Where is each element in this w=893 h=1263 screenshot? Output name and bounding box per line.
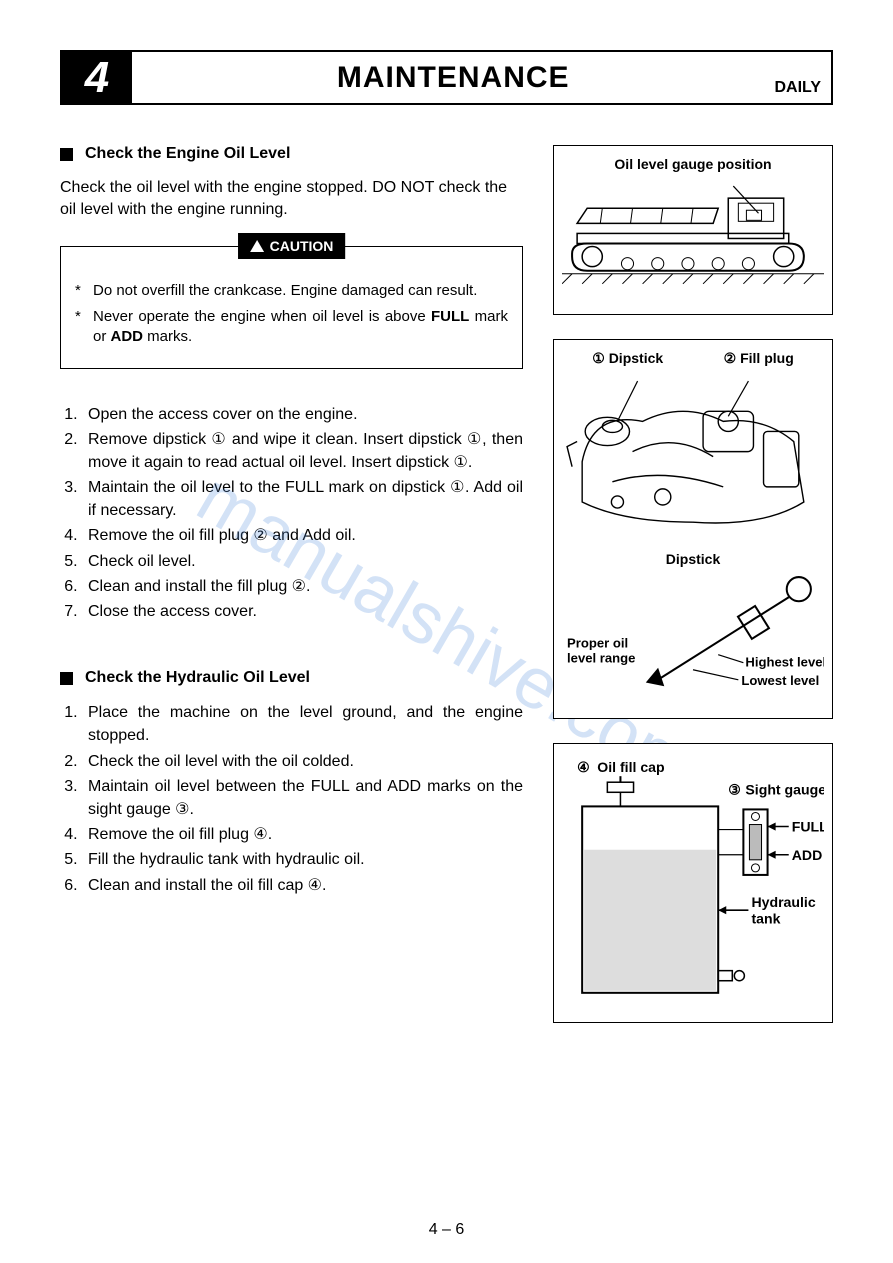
- figure-label: ② Fill plug: [724, 350, 794, 367]
- dipstick-diagram: Proper oil level range Highest level Low…: [562, 569, 824, 700]
- figure-hydraulic-tank: ④ Oil fill cap ③ Sight gauge: [553, 743, 833, 1023]
- step-item: Open the access cover on the engine.: [82, 403, 523, 426]
- steps-list: Place the machine on the level ground, a…: [60, 701, 523, 897]
- step-item: Remove the oil fill plug ④.: [82, 823, 523, 846]
- step-item: Check oil level.: [82, 550, 523, 573]
- caution-item: Never operate the engine when oil level …: [75, 307, 508, 348]
- figure-text: Highest level: [745, 655, 824, 670]
- section-title-text: Check the Hydraulic Oil Level: [85, 669, 310, 687]
- figure-text: Proper oil: [567, 636, 628, 651]
- figure-label: Oil level gauge position: [562, 156, 824, 172]
- caution-label: CAUTION: [238, 233, 346, 259]
- page-title: MAINTENANCE: [132, 52, 774, 103]
- svg-text:④: ④: [577, 759, 590, 775]
- steps-list: Open the access cover on the engine. Rem…: [60, 403, 523, 624]
- step-item: Remove the oil fill plug ② and Add oil.: [82, 524, 523, 547]
- section-heading: Check the Engine Oil Level: [60, 145, 523, 163]
- svg-text:Oil fill cap: Oil fill cap: [597, 759, 665, 775]
- svg-text:③: ③: [728, 781, 741, 797]
- step-item: Close the access cover.: [82, 600, 523, 623]
- step-item: Maintain oil level between the FULL and …: [82, 775, 523, 821]
- bullet-icon: [60, 148, 73, 161]
- intro-paragraph: Check the oil level with the engine stop…: [60, 177, 523, 222]
- caution-box: CAUTION Do not overfill the crankcase. E…: [60, 246, 523, 369]
- caution-label-text: CAUTION: [270, 238, 334, 254]
- chapter-number: 4: [62, 52, 132, 103]
- page-subtitle: DAILY: [774, 52, 831, 103]
- caution-item: Do not overfill the crankcase. Engine da…: [75, 281, 508, 301]
- step-item: Maintain the oil level to the FULL mark …: [82, 476, 523, 522]
- bullet-icon: [60, 672, 73, 685]
- engine-diagram: [562, 371, 824, 542]
- figure-label: Dipstick: [562, 551, 824, 567]
- figure-oil-gauge-position: Oil level gauge position: [553, 145, 833, 315]
- svg-text:ADD: ADD: [792, 847, 823, 863]
- section-title-text: Check the Engine Oil Level: [85, 145, 290, 163]
- figure-dipstick: ① Dipstick ② Fill plug: [553, 339, 833, 719]
- figure-text: level range: [567, 651, 635, 666]
- svg-text:tank: tank: [751, 910, 780, 926]
- tank-diagram: ④ Oil fill cap ③ Sight gauge: [562, 754, 824, 1006]
- step-item: Fill the hydraulic tank with hydraulic o…: [82, 848, 523, 871]
- page-header: 4 MAINTENANCE DAILY: [60, 50, 833, 105]
- figure-text: Lowest level: [741, 673, 819, 688]
- step-item: Remove dipstick ① and wipe it clean. Ins…: [82, 428, 523, 474]
- svg-text:FULL: FULL: [792, 819, 824, 835]
- svg-text:Hydraulic: Hydraulic: [751, 894, 815, 910]
- step-item: Check the oil level with the oil colded.: [82, 750, 523, 773]
- figure-label: ① Dipstick: [592, 350, 663, 367]
- step-item: Clean and install the oil fill cap ④.: [82, 874, 523, 897]
- vehicle-diagram: [562, 178, 824, 299]
- page-number: 4 – 6: [0, 1221, 893, 1239]
- svg-text:Sight gauge: Sight gauge: [745, 781, 824, 797]
- step-item: Place the machine on the level ground, a…: [82, 701, 523, 747]
- section-heading: Check the Hydraulic Oil Level: [60, 669, 523, 687]
- warning-icon: [250, 240, 264, 252]
- step-item: Clean and install the fill plug ②.: [82, 575, 523, 598]
